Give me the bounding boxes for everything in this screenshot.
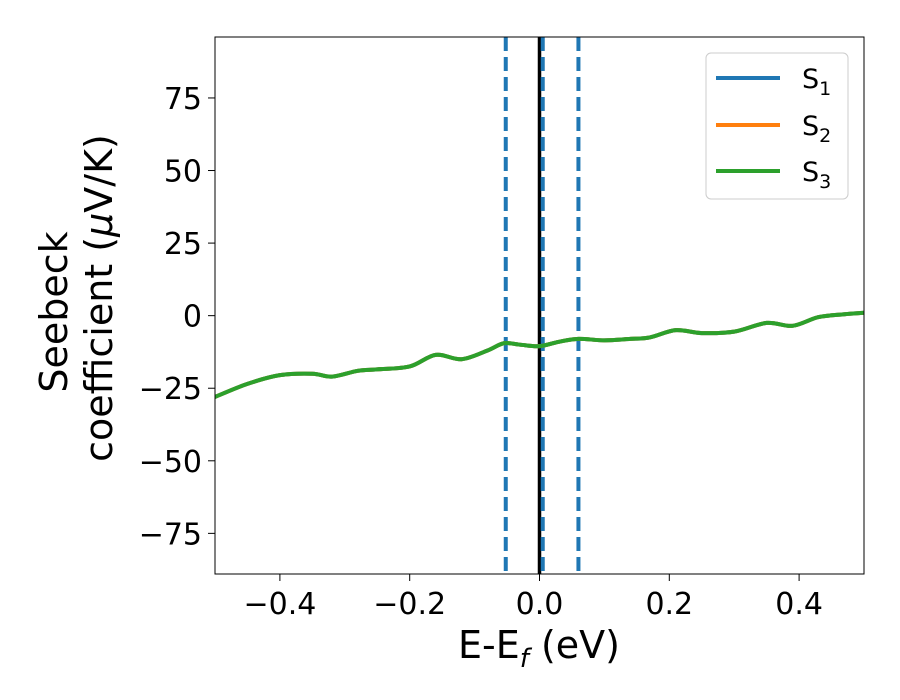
y-tick-label: 75 [164, 82, 202, 117]
y-tick-label: 25 [164, 227, 202, 262]
y-axis-label-line2: coefficient (μV/K) [77, 134, 121, 462]
y-tick-label: −50 [139, 445, 202, 480]
y-axis-label-line1: Seebeck [32, 231, 76, 392]
x-tick-label: −0.4 [243, 587, 316, 622]
x-tick-label: −0.2 [373, 587, 446, 622]
y-tick-label: 0 [183, 300, 202, 335]
y-tick-label: 50 [164, 155, 202, 190]
x-axis-label: E-Ef (eV) [458, 623, 620, 674]
x-tick-label: 0.0 [516, 587, 564, 622]
x-tick-label: 0.4 [775, 587, 823, 622]
y-tick-label: −75 [139, 517, 202, 552]
y-tick-label: −25 [139, 372, 202, 407]
x-tick-label: 0.2 [645, 587, 693, 622]
legend: S1 S2 S3 [706, 53, 848, 199]
